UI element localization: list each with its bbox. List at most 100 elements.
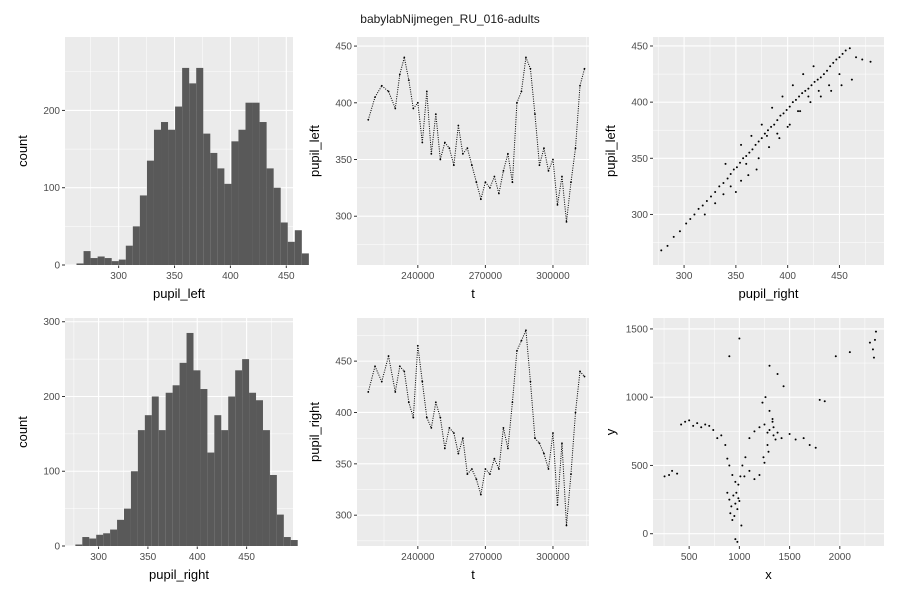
data-point — [680, 423, 683, 426]
series-segment — [547, 432, 554, 470]
x-axis-label: t — [471, 286, 475, 301]
data-point — [748, 151, 751, 154]
y-tick-label: 350 — [631, 154, 648, 165]
histogram-bar — [137, 430, 145, 546]
series-segment — [471, 468, 477, 480]
data-point — [732, 168, 735, 171]
chart-panel-5: 240000 270000 300000 300 350 400 450 t pupil_rig… — [307, 318, 589, 582]
series-segment — [421, 381, 428, 418]
data-point — [724, 162, 727, 165]
data-point — [871, 348, 874, 351]
series-segment — [421, 91, 428, 143]
data-point — [869, 60, 872, 63]
data-point — [799, 110, 802, 113]
x-axis-label: pupil_right — [739, 286, 799, 301]
y-tick-label: 100 — [43, 183, 60, 194]
data-point — [808, 443, 811, 446]
series-segment — [435, 402, 441, 418]
data-point — [714, 190, 717, 193]
data-point — [676, 472, 679, 475]
y-tick-label: 350 — [335, 155, 352, 166]
series-segment — [439, 417, 446, 449]
series-segment — [367, 96, 376, 120]
series-segment — [408, 80, 414, 109]
series-segment — [493, 176, 500, 194]
data-point — [728, 498, 731, 501]
histogram-bar — [175, 106, 183, 265]
y-tick-label: 100 — [43, 467, 60, 478]
data-point — [798, 95, 801, 98]
data-point — [729, 512, 732, 515]
x-tick-label: 450 — [238, 552, 255, 563]
data-point — [660, 249, 663, 252]
series-segment — [543, 148, 549, 171]
y-axis-label: pupil_right — [307, 402, 322, 462]
data-point — [819, 76, 822, 79]
data-point — [768, 146, 771, 149]
data-point — [745, 162, 748, 165]
data-point — [776, 132, 779, 135]
panel-background — [357, 318, 589, 546]
data-point — [779, 114, 782, 117]
data-point — [822, 73, 825, 76]
panel-background — [653, 318, 884, 546]
data-point — [729, 185, 732, 188]
data-point — [704, 423, 707, 426]
histogram-bar — [158, 430, 166, 546]
x-tick-label: 400 — [189, 552, 206, 563]
series-segment — [561, 176, 567, 222]
series-segment — [525, 57, 531, 69]
series-segment — [534, 114, 540, 166]
data-point — [666, 244, 669, 247]
data-point — [740, 143, 743, 146]
data-point — [813, 80, 816, 83]
data-point — [812, 65, 815, 68]
y-tick-label: 300 — [43, 317, 60, 328]
histogram-bar — [144, 415, 152, 546]
series-segment — [516, 340, 522, 352]
x-axis-label: pupil_left — [153, 286, 205, 301]
chart-panel-2: 240000 270000 300000 300 350 400 450 t pupil_lef… — [307, 37, 589, 301]
series-segment — [439, 142, 446, 160]
series-segment — [374, 366, 383, 382]
data-point — [766, 129, 769, 132]
panel-background — [653, 37, 884, 265]
data-point — [771, 418, 774, 421]
data-point — [804, 89, 807, 92]
data-point — [801, 92, 804, 95]
data-point — [755, 168, 758, 171]
data-point — [722, 182, 725, 185]
data-point — [742, 157, 745, 160]
data-point — [729, 173, 732, 176]
data-point — [788, 105, 791, 108]
series-segment — [448, 148, 455, 166]
data-point — [745, 155, 748, 158]
figure-title: babylabNijmegen_RU_016-adults — [360, 12, 540, 26]
data-point — [700, 426, 703, 429]
series-segment — [403, 57, 410, 81]
histogram-bar — [280, 222, 288, 265]
data-point — [776, 119, 779, 122]
histogram-bar — [89, 538, 97, 546]
series-segment — [570, 412, 576, 475]
histogram-bar — [118, 259, 126, 265]
x-tick-label: 270000 — [469, 552, 503, 563]
data-point — [838, 56, 841, 59]
x-tick-label: 300 — [110, 271, 127, 282]
data-point — [738, 337, 741, 340]
series-segment — [493, 458, 500, 470]
histogram-bar — [117, 519, 125, 546]
data-point — [818, 398, 821, 401]
data-point — [766, 443, 769, 446]
series-segment — [388, 355, 396, 393]
series-segment — [457, 125, 464, 154]
series-segment — [552, 432, 558, 505]
series-segment — [529, 68, 536, 115]
data-point — [739, 161, 742, 164]
series-segment — [408, 402, 414, 418]
histogram-bar — [110, 529, 118, 546]
data-point — [807, 87, 810, 90]
x-axis-label: t — [471, 567, 475, 582]
x-tick-label: 350 — [140, 552, 157, 563]
data-point — [763, 423, 766, 426]
